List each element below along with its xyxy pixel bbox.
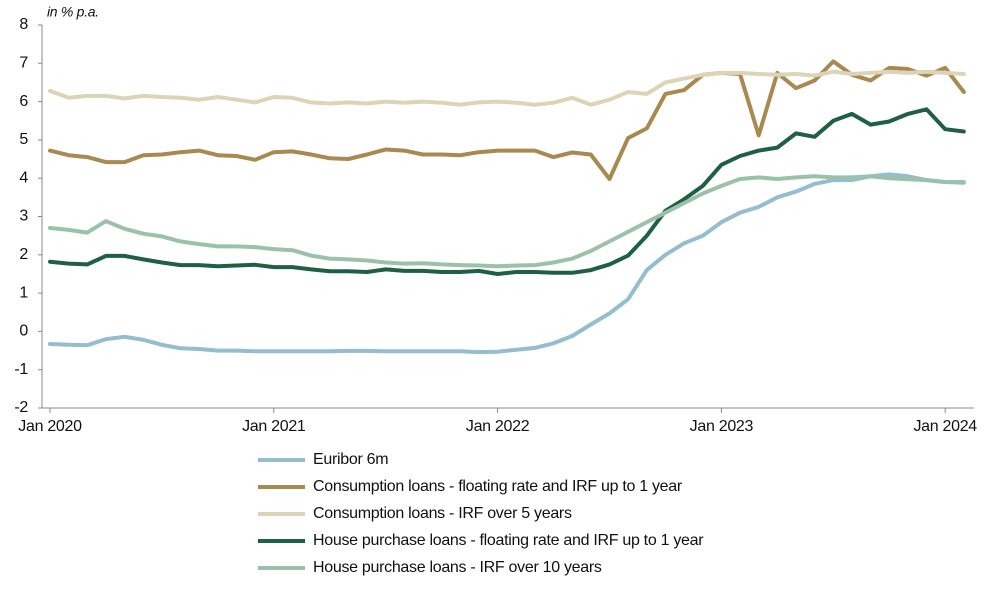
series-line (48, 172, 966, 355)
y-tick-label: -2 (14, 399, 28, 416)
legend-label: Consumption loans - floating rate and IR… (313, 478, 683, 495)
legend-label: Consumption loans - IRF over 5 years (313, 505, 572, 522)
y-tick-label: 6 (19, 93, 28, 110)
y-tick-label: 0 (19, 323, 28, 340)
legend-label: Euribor 6m (313, 451, 388, 468)
x-tick-label: Jan 2020 (18, 418, 82, 435)
y-tick-label: 3 (19, 208, 28, 225)
y-tick-label: 7 (19, 55, 28, 72)
y-tick-label: 2 (19, 246, 28, 263)
y-tick-label: -1 (14, 361, 28, 378)
y-tick-label: 1 (19, 284, 28, 301)
x-tick-label: Jan 2022 (466, 418, 530, 435)
series-line (48, 69, 966, 107)
y-tick-label: 8 (19, 16, 28, 33)
series-line (48, 59, 966, 181)
series-line (48, 174, 966, 269)
chart-title: in % p.a. (47, 4, 99, 20)
y-tick-label: 4 (19, 169, 28, 186)
series-line (48, 107, 966, 276)
x-tick-label: Jan 2021 (242, 418, 306, 435)
legend-label: House purchase loans - IRF over 10 years (313, 559, 602, 576)
y-tick-label: 5 (19, 131, 28, 148)
x-tick-label: Jan 2024 (913, 418, 977, 435)
x-tick-label: Jan 2023 (690, 418, 754, 435)
legend-label: House purchase loans - floating rate and… (313, 532, 704, 549)
